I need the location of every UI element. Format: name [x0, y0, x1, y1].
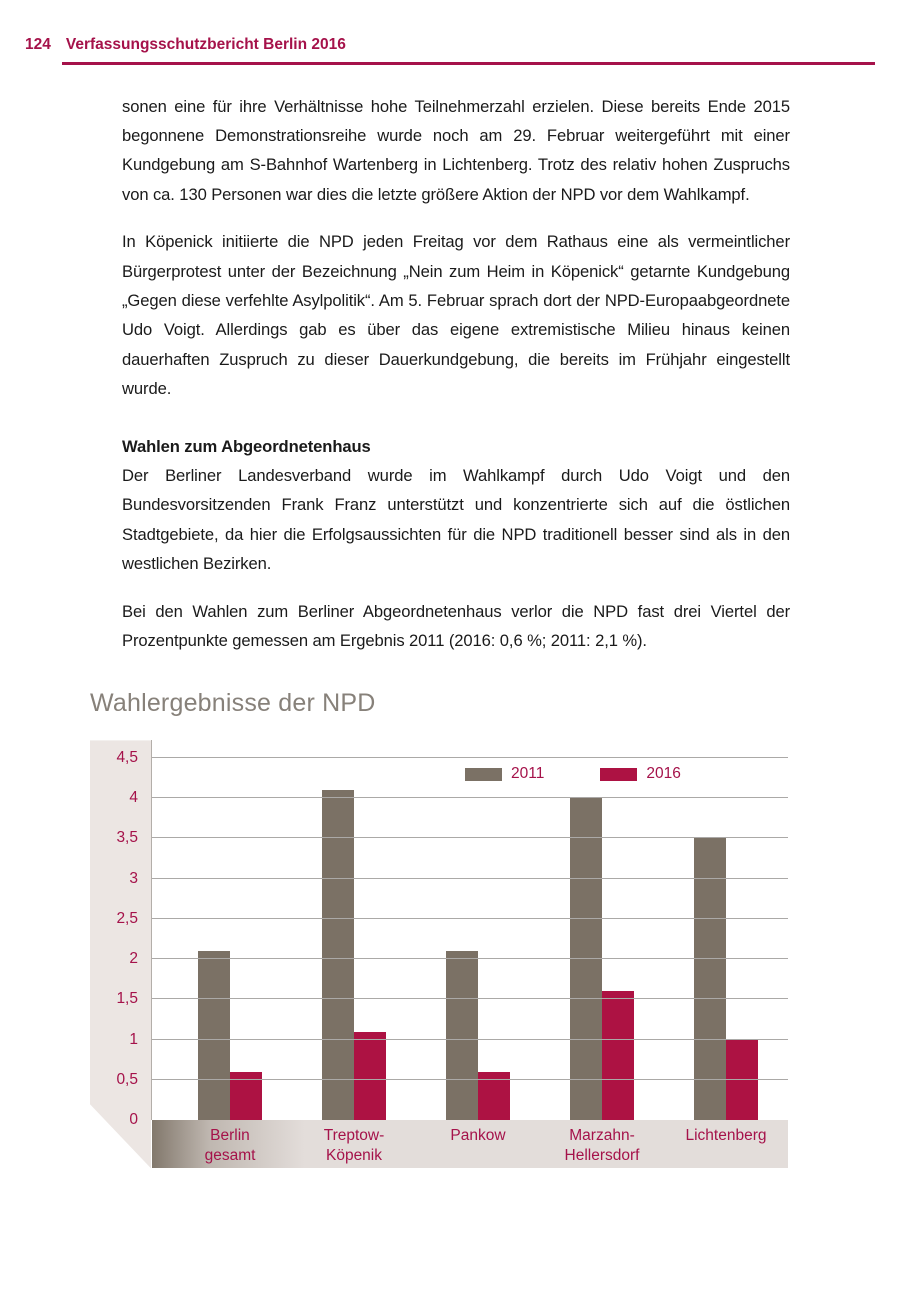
y-tick-label: 1 [129, 1031, 138, 1049]
report-title: Verfassungsschutzbericht Berlin 2016 [65, 36, 346, 53]
gridline [152, 837, 788, 839]
y-axis-labels: 0 0,5 1 1,5 2 2,5 3 3,5 4 4,5 [90, 740, 151, 1168]
gridline [152, 998, 788, 1000]
bar-2016 [602, 991, 634, 1121]
gridline [152, 878, 788, 880]
bar-2016 [354, 1032, 386, 1121]
bar-2016 [230, 1072, 262, 1121]
paragraph: sonen eine für ihre Verhältnisse hohe Te… [122, 96, 790, 204]
bar-group-2 [292, 740, 416, 1121]
paragraph: In Köpenick initiierte die NPD jeden Fre… [122, 232, 790, 399]
y-tick-label: 2 [129, 950, 138, 968]
header-rule [62, 62, 875, 65]
bar-2011 [446, 951, 478, 1121]
category-label: Pankow [450, 1127, 506, 1145]
y-tick-label: 3 [129, 870, 138, 888]
legend-item-2016: 2016 [600, 765, 681, 783]
bar-group-3 [416, 740, 540, 1121]
bar-group-1 [168, 740, 292, 1121]
paragraph: Bei den Wahlen zum Berliner Abgeordneten… [122, 601, 790, 650]
bar-2011 [570, 798, 602, 1121]
y-axis-line [151, 740, 152, 1121]
bar-2011 [322, 790, 354, 1121]
gridline [152, 757, 788, 759]
plot-area: 2011 2016 [152, 740, 788, 1121]
category-label: Marzahn- Hellersdorf [564, 1127, 640, 1164]
legend-swatch-2016 [600, 767, 638, 781]
gridline [152, 958, 788, 960]
page-number: 124 [25, 36, 51, 53]
category-label: Lichtenberg [685, 1127, 767, 1145]
bar-2016 [478, 1072, 510, 1121]
gridline [152, 1039, 788, 1041]
section-heading: Wahlen zum Abgeordnetenhaus [122, 436, 371, 456]
category-label: Berlin gesamt [204, 1127, 256, 1164]
y-tick-label: 2,5 [116, 910, 138, 928]
npd-results-bar-chart: 0 0,5 1 1,5 2 2,5 3 3,5 4 4,5 2011 2016 Berlin ges… [90, 740, 788, 1169]
legend-label: 2016 [646, 765, 681, 783]
page-header: 124 Verfassungsschutzbericht Berlin 2016 [25, 36, 875, 65]
chart-legend: 2011 2016 [465, 765, 681, 783]
y-tick-label: 4,5 [116, 749, 138, 767]
y-tick-label: 0,5 [116, 1071, 138, 1089]
legend-swatch-2011 [465, 767, 502, 781]
bar-2011 [198, 951, 230, 1121]
bar-group-5 [664, 740, 788, 1121]
legend-label: 2011 [511, 765, 545, 783]
x-axis-band: Berlin gesamt Treptow- Köpenik Pankow Marza… [152, 1120, 788, 1169]
legend-item-2011: 2011 [465, 765, 544, 783]
gridline [152, 1079, 788, 1081]
y-tick-label: 1,5 [116, 990, 138, 1008]
bar-2011 [694, 838, 726, 1121]
bar-2016 [726, 1040, 758, 1121]
y-axis-strip [90, 740, 151, 1169]
y-tick-label: 0 [129, 1111, 138, 1129]
paragraph: Der Berliner Landesverband wurde im Wahl… [122, 465, 790, 574]
body-text: sonen eine für ihre Verhältnisse hohe Te… [122, 92, 790, 656]
category-label: Treptow- Köpenik [323, 1127, 385, 1164]
bar-group-4 [540, 740, 664, 1121]
chart-title: Wahlergebnisse der NPD [90, 689, 376, 718]
y-tick-label: 4 [129, 789, 138, 807]
bars-area [152, 740, 788, 1121]
y-tick-label: 3,5 [116, 829, 138, 847]
gridline [152, 918, 788, 920]
gridline [152, 797, 788, 799]
